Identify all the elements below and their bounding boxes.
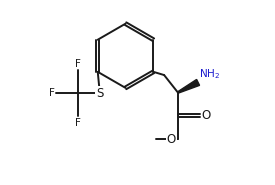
Text: O: O xyxy=(201,109,211,122)
Text: O: O xyxy=(167,133,176,146)
Text: S: S xyxy=(96,87,104,100)
Polygon shape xyxy=(178,79,200,93)
Text: F: F xyxy=(49,88,55,98)
Text: F: F xyxy=(75,118,81,128)
Text: NH$_2$: NH$_2$ xyxy=(199,67,220,80)
Text: F: F xyxy=(75,59,81,69)
